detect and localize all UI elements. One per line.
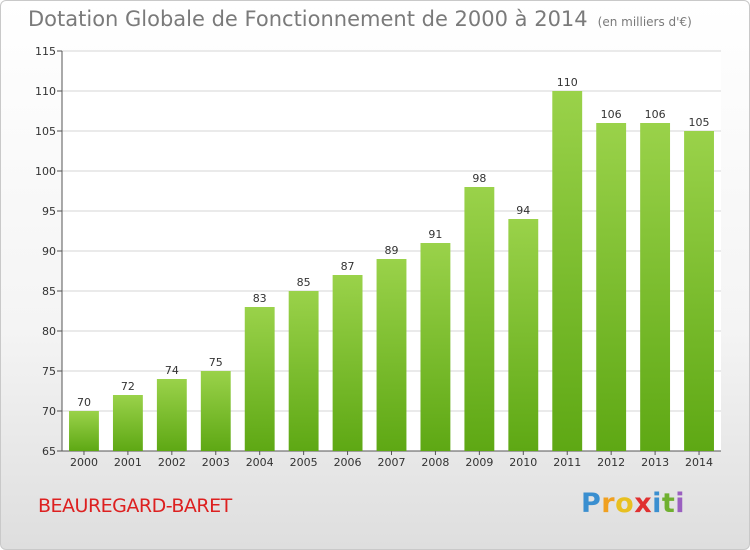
bar [288, 291, 319, 451]
data-label: 70 [77, 396, 91, 409]
x-tick-label: 2012 [597, 456, 625, 469]
logo-letter: i [652, 488, 662, 519]
logo-letter: P [581, 488, 602, 519]
x-tick-label: 2007 [378, 456, 406, 469]
data-label: 106 [601, 108, 622, 121]
data-label: 91 [428, 228, 442, 241]
bar [156, 379, 187, 451]
data-label: 72 [121, 380, 135, 393]
label-layer: 70 72 74 75 83 85 87 89 91 98 94 110 106 106 105 [77, 76, 710, 409]
x-tick-label: 2003 [202, 456, 230, 469]
x-tick-label: 2001 [114, 456, 142, 469]
y-tick-label: 95 [42, 205, 56, 218]
bar [69, 411, 99, 451]
x-tick-label: 2014 [685, 456, 713, 469]
x-tick-label: 2011 [553, 456, 581, 469]
data-label: 83 [253, 292, 267, 305]
bar [596, 123, 627, 451]
logo-letter: i [675, 488, 686, 519]
y-tick-label: 65 [42, 445, 56, 458]
data-label: 105 [689, 116, 710, 129]
y-tick-label: 85 [42, 285, 56, 298]
logo-letter: t [661, 488, 676, 519]
bar [244, 307, 275, 451]
bar [640, 123, 671, 451]
x-tick-label: 2010 [509, 456, 537, 469]
title-text: Dotation Globale de Fonctionnement de 20… [28, 7, 588, 31]
data-label: 94 [516, 204, 530, 217]
logo-letter: r [601, 488, 616, 519]
y-tick-label: 80 [42, 325, 56, 338]
bar [684, 131, 714, 451]
bar [332, 275, 363, 451]
y-tick-label: 105 [35, 125, 56, 138]
data-label: 74 [165, 364, 179, 377]
logo-letter: x [634, 488, 653, 519]
data-label: 87 [341, 260, 355, 273]
y-tick-label: 115 [35, 45, 56, 58]
proxiti-logo[interactable]: Proxiti [581, 488, 685, 519]
x-tick-label: 2002 [158, 456, 186, 469]
data-label: 98 [472, 172, 486, 185]
y-tick-label: 100 [35, 165, 56, 178]
y-tick-label: 110 [35, 85, 56, 98]
chart-title: Dotation Globale de Fonctionnement de 20… [28, 7, 692, 31]
data-label: 75 [209, 356, 223, 369]
x-tick-label: 2013 [641, 456, 669, 469]
x-tick-label: 2006 [334, 456, 362, 469]
x-tick-label: 2000 [70, 456, 98, 469]
commune-name: BEAUREGARD-BARET [38, 495, 232, 517]
bar [508, 219, 539, 451]
bar [420, 243, 451, 451]
bar [376, 259, 407, 451]
y-tick-label: 75 [42, 365, 56, 378]
y-tick-label: 90 [42, 245, 56, 258]
x-tick-label: 2009 [465, 456, 493, 469]
bar [464, 187, 495, 451]
data-label: 106 [645, 108, 666, 121]
y-tick-label: 70 [42, 405, 56, 418]
chart-subtitle: (en milliers d'€) [597, 15, 692, 29]
logo-letter: o [615, 488, 635, 519]
bar [200, 371, 231, 451]
x-tick-label: 2005 [290, 456, 318, 469]
data-label: 85 [297, 276, 311, 289]
data-label: 89 [385, 244, 399, 257]
bar-layer [69, 91, 714, 451]
x-tick-label: 2008 [421, 456, 449, 469]
bar [552, 91, 583, 451]
bar [112, 395, 143, 451]
data-label: 110 [557, 76, 578, 89]
x-tick-label: 2004 [246, 456, 274, 469]
